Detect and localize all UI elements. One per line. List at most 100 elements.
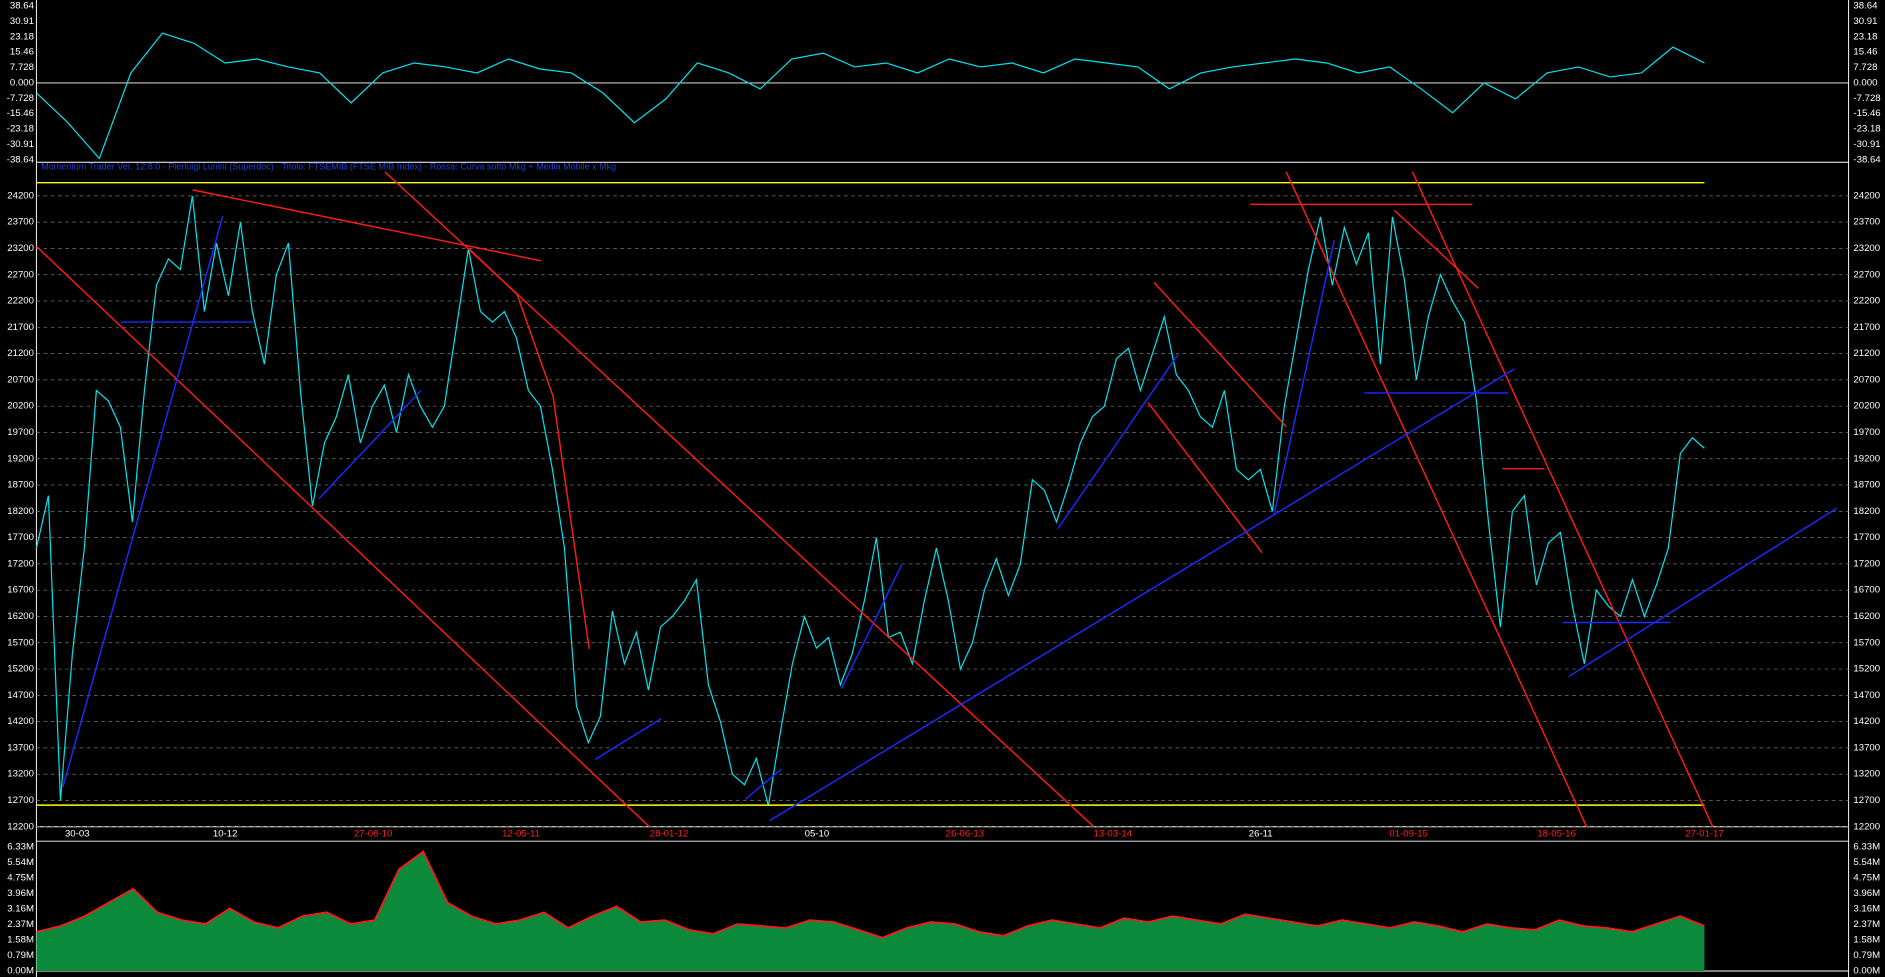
x-tick-label: 28-01-12 [650, 829, 688, 840]
y-tick-label: 21700 [1853, 322, 1880, 333]
trendline [318, 390, 422, 500]
y-tick-label: 18200 [1853, 506, 1880, 517]
y-tick-label: 0.000 [10, 77, 34, 88]
y-tick-label: 21200 [1853, 348, 1880, 359]
y-tick-label: 19700 [1853, 427, 1880, 438]
y-tick-label: -30.91 [7, 139, 34, 150]
trendline [594, 718, 662, 761]
trendline [1057, 354, 1179, 530]
y-tick-label: -15.46 [1853, 108, 1880, 119]
y-tick-label: 16700 [1853, 585, 1880, 596]
chart-header: Momentum Trader Ver. 12.8.0 - Pierluigi … [41, 161, 616, 171]
y-tick-label: 2.37M [7, 919, 34, 930]
y-tick-label: 13700 [1853, 742, 1880, 753]
y-tick-label: 12200 [1853, 821, 1880, 832]
y-tick-label: -7.728 [1853, 93, 1880, 104]
y-tick-label: 16200 [1853, 611, 1880, 622]
y-tick-label: 13200 [1853, 769, 1880, 780]
y-tick-label: 15700 [7, 637, 34, 648]
y-tick-label: 21200 [7, 348, 34, 359]
x-tick-label: 26-11 [1249, 829, 1273, 840]
y-tick-label: 19700 [7, 427, 34, 438]
y-tick-label: 20200 [7, 401, 34, 412]
x-tick-label: 12-05-11 [502, 829, 540, 840]
y-tick-label: 18700 [7, 480, 34, 491]
y-tick-label: 23700 [1853, 217, 1880, 228]
y-tick-label: 14700 [7, 690, 34, 701]
y-tick-label: 20200 [1853, 401, 1880, 412]
x-tick-label: 26-06-13 [946, 829, 984, 840]
y-tick-label: 12700 [7, 795, 34, 806]
y-tick-label: 0.000 [1853, 77, 1877, 88]
y-tick-label: 23.18 [10, 31, 34, 42]
volume-area [36, 851, 1705, 971]
y-tick-label: 17200 [7, 558, 34, 569]
y-tick-label: 20700 [7, 374, 34, 385]
y-tick-label: 15200 [1853, 664, 1880, 675]
y-tick-label: 7.728 [1853, 62, 1877, 73]
y-tick-label: 5.54M [7, 857, 34, 868]
x-tick-label: 10-12 [213, 829, 238, 840]
trendline [1285, 171, 1588, 828]
trendlines [35, 171, 1837, 828]
y-tick-label: 15.46 [10, 47, 34, 58]
y-tick-label: 22200 [7, 296, 34, 307]
y-tick-label: 23200 [1853, 243, 1880, 254]
y-tick-label: 30.91 [1853, 16, 1877, 27]
y-tick-label: 17700 [1853, 532, 1880, 543]
y-tick-label: 3.16M [1853, 904, 1880, 915]
y-tick-label: -38.64 [1853, 154, 1881, 165]
y-tick-label: 15.46 [1853, 47, 1877, 58]
y-tick-label: 38.64 [10, 1, 35, 12]
trendline [1393, 209, 1479, 289]
trendline [1153, 281, 1287, 428]
y-tick-label: -38.64 [7, 154, 35, 165]
trendline [769, 368, 1515, 822]
trendline [35, 245, 650, 828]
y-tick-label: 0.00M [7, 966, 34, 977]
y-tick-label: 22700 [7, 269, 34, 280]
y-tick-label: 22700 [1853, 269, 1880, 280]
y-tick-label: 12200 [7, 821, 34, 832]
y-tick-label: 18200 [7, 506, 34, 517]
y-tick-label: 16700 [7, 585, 34, 596]
y-tick-label: 23.18 [1853, 31, 1877, 42]
trendline [468, 248, 590, 650]
y-tick-label: 13700 [7, 742, 34, 753]
y-tick-label: 1.58M [1853, 935, 1880, 946]
y-tick-label: 23200 [7, 243, 34, 254]
y-tick-label: 14200 [1853, 716, 1880, 727]
y-tick-label: -23.18 [7, 124, 34, 135]
trendline [1147, 402, 1263, 554]
y-tick-label: 2.37M [1853, 919, 1880, 930]
y-tick-label: 3.96M [1853, 888, 1880, 899]
trendline [192, 189, 542, 262]
y-tick-label: 21700 [7, 322, 34, 333]
grid [36, 195, 1849, 828]
y-tick-label: 15200 [7, 664, 34, 675]
y-tick-label: 0.79M [7, 950, 34, 961]
x-tick-label: 27-08-10 [354, 829, 392, 840]
y-tick-label: 14700 [1853, 690, 1880, 701]
trendline [1273, 240, 1335, 515]
y-tick-label: 23700 [7, 217, 34, 228]
price-line [35, 32, 1705, 160]
y-tick-label: 7.728 [10, 62, 34, 73]
y-tick-label: 0.79M [1853, 950, 1880, 961]
y-tick-label: 17700 [7, 532, 34, 543]
y-tick-label: 38.64 [1853, 1, 1878, 12]
y-tick-label: 4.75M [1853, 873, 1880, 884]
y-tick-label: 22200 [1853, 296, 1880, 307]
y-tick-label: 18700 [1853, 480, 1880, 491]
volume-line [36, 850, 1705, 939]
y-tick-label: 0.00M [1853, 966, 1880, 977]
y-tick-label: 6.33M [1853, 842, 1880, 853]
trendline [1411, 171, 1714, 828]
trendline [1568, 507, 1837, 678]
y-tick-label: 1.58M [7, 935, 34, 946]
y-tick-label: 16200 [7, 611, 34, 622]
y-tick-label: 24200 [7, 190, 34, 201]
y-tick-label: 12700 [1853, 795, 1880, 806]
y-tick-label: 4.75M [7, 873, 34, 884]
